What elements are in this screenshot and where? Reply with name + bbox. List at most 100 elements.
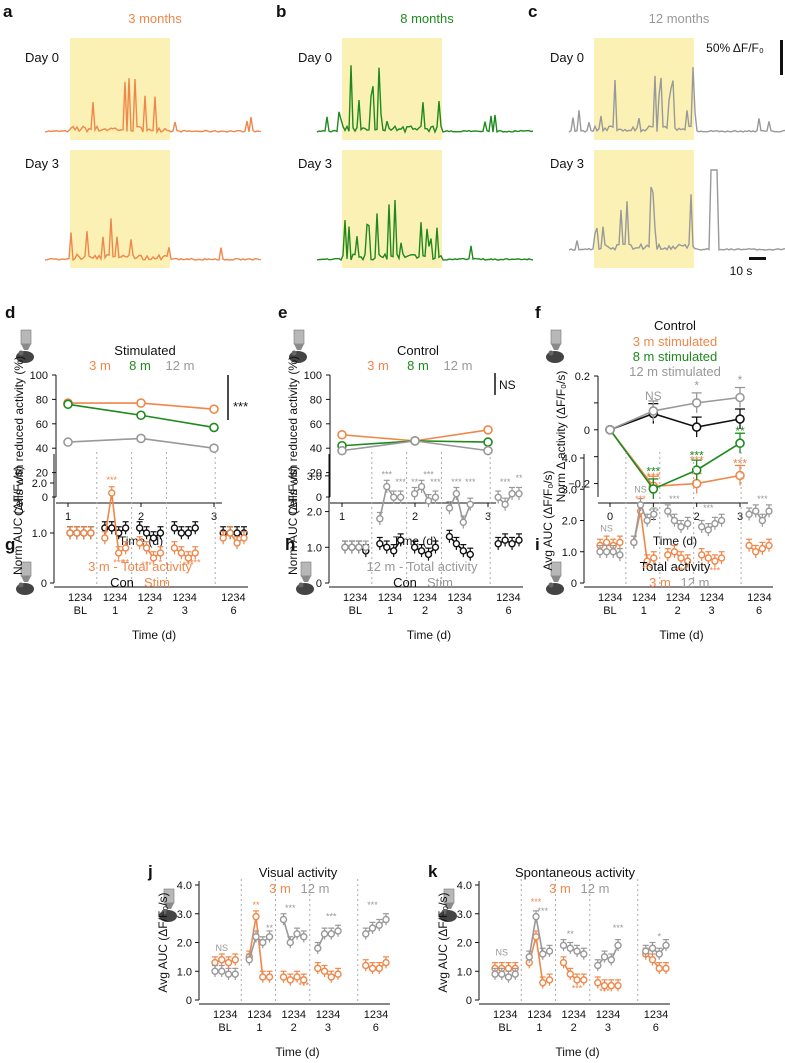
data-point <box>382 958 390 967</box>
session-tick-label: 1234 <box>103 592 127 604</box>
data-point <box>511 970 519 978</box>
data-point <box>121 544 130 552</box>
session-tick-label: 1234 <box>562 1009 586 1021</box>
data-point <box>265 933 274 941</box>
data-point <box>410 543 419 551</box>
significance-label: ** <box>735 424 745 438</box>
data-point <box>383 482 391 491</box>
data-point <box>108 524 116 532</box>
stimulus-band <box>70 150 170 268</box>
data-point <box>650 510 658 518</box>
day-label: Day 3 <box>298 156 332 171</box>
scale-bar-x <box>749 257 766 260</box>
data-point <box>135 539 144 547</box>
data-point <box>368 964 377 973</box>
significance-label: *** <box>381 470 392 480</box>
chart-title: 12 m - Total activity <box>366 559 478 574</box>
data-point <box>389 547 398 555</box>
legend-entry: 12 m <box>444 358 473 373</box>
data-point <box>655 950 663 958</box>
y-tick-label: 4.0 <box>457 880 472 892</box>
data-point <box>662 964 670 973</box>
data-point <box>717 516 726 525</box>
x-tick-label: 3 <box>737 511 743 523</box>
y-tick-label: 80 <box>310 394 322 406</box>
data-point <box>218 967 226 975</box>
mouse-ear-shape <box>298 582 304 588</box>
data-point <box>648 956 657 964</box>
data-point <box>314 944 322 952</box>
series-line <box>414 485 436 502</box>
data-point <box>616 551 624 559</box>
data-point <box>643 516 651 525</box>
y-tick-label: 4.0 <box>177 880 192 892</box>
series-line <box>609 396 741 431</box>
data-point <box>745 510 753 518</box>
data-point <box>417 547 426 555</box>
series-line <box>562 962 584 981</box>
data-point <box>337 445 347 456</box>
day-tick-label: 3 <box>325 1022 331 1034</box>
calcium-trace-a <box>44 218 261 262</box>
objective-tip <box>21 576 31 582</box>
panel-letter: d <box>5 303 15 322</box>
x-tick-label: 0 <box>607 511 613 523</box>
data-point <box>383 543 391 551</box>
x-tick-label: 1 <box>65 511 71 523</box>
session-tick-label: 1234 <box>316 1009 340 1021</box>
series-line <box>448 536 471 556</box>
significance-label: NS <box>634 484 647 494</box>
y-tick-label: 60 <box>36 419 48 431</box>
data-point <box>596 548 604 556</box>
data-point <box>765 541 773 550</box>
data-point <box>650 554 658 562</box>
y-axis-label: Norm Δ activity (ΔF/F₀/s) <box>554 371 568 503</box>
data-point <box>184 529 193 537</box>
chart-title: Visual activity <box>259 865 338 880</box>
significance-label: *** <box>183 560 194 570</box>
y-tick-label: 1.0 <box>177 966 192 978</box>
data-point <box>491 970 499 978</box>
session-tick-label: 1234 <box>378 592 402 604</box>
data-point <box>149 534 158 542</box>
x-tick-label: 1 <box>339 511 345 523</box>
data-point <box>211 967 219 975</box>
data-point <box>670 548 679 556</box>
data-point <box>135 524 144 532</box>
data-point <box>300 933 308 941</box>
data-point <box>101 534 109 542</box>
objective-tip <box>294 344 304 350</box>
significance-label: * <box>159 558 163 568</box>
data-point <box>66 529 74 537</box>
data-point <box>231 956 239 964</box>
series-line <box>609 429 741 488</box>
y-tick-label: 0 <box>42 492 48 504</box>
day-tick-label: 1 <box>536 1022 542 1034</box>
data-point <box>293 973 301 981</box>
legend-entry: Stim <box>144 575 170 590</box>
significance-label: ** <box>266 923 274 933</box>
significance-label: *** <box>703 503 714 513</box>
data-point <box>711 557 719 565</box>
session-tick-label: 1234 <box>747 592 771 604</box>
data-point <box>348 543 356 551</box>
data-point <box>293 930 301 938</box>
session-tick-label: 1234 <box>496 592 520 604</box>
data-point <box>286 976 294 984</box>
series-line <box>139 542 161 560</box>
data-point <box>466 500 474 509</box>
significance-label: *** <box>299 981 310 991</box>
stimulus-band <box>594 150 694 268</box>
data-point <box>459 547 468 555</box>
x-tick-label: 3 <box>485 511 491 523</box>
significance-label: *** <box>113 558 124 568</box>
data-point <box>63 399 73 410</box>
objective-shape <box>20 329 32 345</box>
data-point <box>508 490 516 498</box>
data-point <box>136 410 146 421</box>
significance-label: * <box>657 932 661 942</box>
series-line <box>414 546 437 556</box>
chart-title: 3 m - Total activity <box>88 559 192 574</box>
series-line <box>633 502 655 543</box>
